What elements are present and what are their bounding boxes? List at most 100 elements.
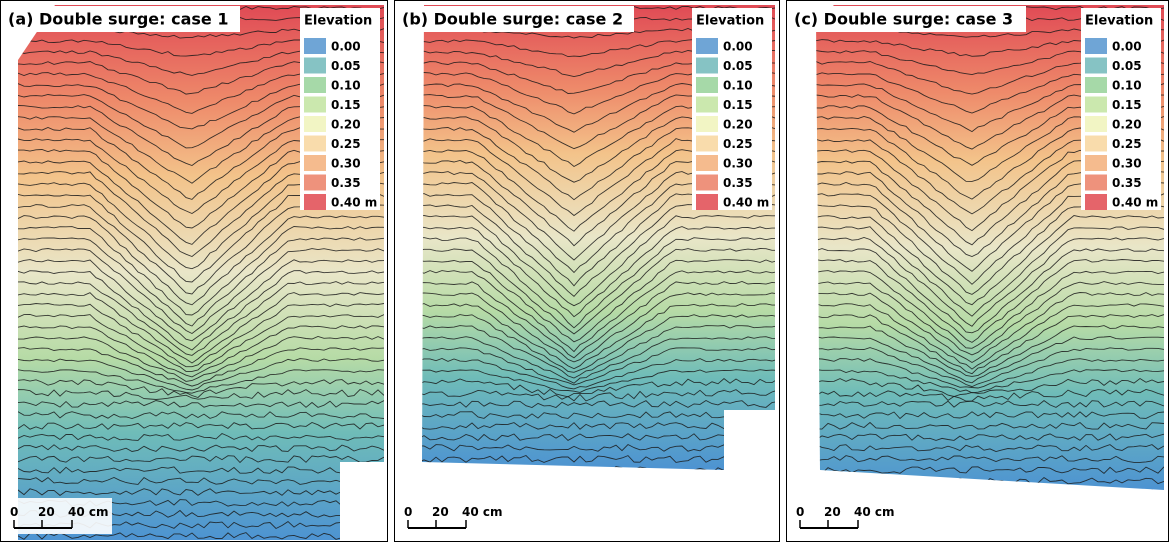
legend-swatch: [304, 77, 326, 93]
legend-swatch: [1085, 135, 1107, 152]
legend-swatch: [1085, 155, 1107, 171]
contour-line: [816, 466, 1164, 475]
scale-label: 20: [38, 505, 55, 519]
legend-label: 0.25: [1112, 137, 1142, 151]
legend-title: Elevation: [304, 14, 372, 29]
map-panel: (c) Double surge: case 3 Elevation 0.00 0.0…: [786, 0, 1169, 542]
contour-line: [422, 226, 775, 318]
contour-line: [18, 488, 384, 496]
legend-swatch: [1085, 194, 1107, 210]
legend-swatch: [1085, 38, 1107, 54]
contour-line: [422, 259, 775, 343]
contour-line: [422, 270, 775, 353]
contour-line: [422, 336, 775, 384]
legend-swatch: [696, 77, 718, 93]
legend-label: 0.15: [331, 98, 361, 112]
legend-label: 0.25: [723, 137, 753, 151]
legend-swatch: [696, 116, 718, 132]
contour-line: [816, 248, 1164, 334]
contour-line: [18, 226, 384, 316]
legend-swatch: [696, 194, 718, 210]
contour-line: [422, 292, 775, 363]
legend-label: 0.35: [1112, 176, 1142, 190]
scale-label: 0: [404, 505, 412, 519]
legend-swatch: [696, 57, 718, 74]
legend-label: 0.10: [331, 79, 361, 93]
legend-swatch: [304, 194, 326, 210]
contour-line: [18, 215, 384, 306]
contour-line: [816, 336, 1164, 384]
legend-swatch: [304, 155, 326, 171]
title-bg: [790, 6, 1026, 32]
legend-swatch: [696, 96, 718, 113]
contour-line: [816, 347, 1164, 388]
legend-swatch: [304, 135, 326, 152]
scale-label: 40 cm: [68, 505, 109, 519]
legend-swatch: [1085, 57, 1107, 74]
legend-swatch: [304, 38, 326, 54]
legend-swatch: [304, 96, 326, 113]
legend-label: 0.00: [723, 40, 753, 54]
legend-label: 0.20: [1112, 118, 1142, 132]
contour-line: [816, 259, 1164, 343]
legend-swatch: [696, 174, 718, 191]
legend-label: 0.20: [723, 118, 753, 132]
contour-line: [816, 292, 1164, 364]
contour-line: [816, 433, 1164, 441]
contour-line: [18, 237, 384, 327]
contour-line: [816, 444, 1164, 452]
contour-line: [18, 455, 384, 464]
contour-line: [816, 270, 1164, 349]
panel-title: (b) Double surge: case 2: [402, 10, 623, 29]
contour-line: [816, 237, 1164, 327]
contour-line: [18, 347, 384, 387]
legend-swatch: [1085, 77, 1107, 93]
legend-swatch: [304, 57, 326, 74]
legend-label: 0.30: [331, 157, 361, 171]
scale-label: 20: [824, 505, 841, 519]
panel-title: (a) Double surge: case 1: [8, 10, 228, 29]
contour-line: [422, 369, 775, 393]
contour-line: [18, 358, 384, 391]
legend-label: 0.35: [331, 176, 361, 190]
title-bg: [4, 6, 240, 32]
legend-swatch: [1085, 96, 1107, 113]
legend-label: 0.10: [723, 79, 753, 93]
legend-title: Elevation: [1085, 14, 1153, 29]
legend-label: 0.15: [1112, 98, 1142, 112]
contour-line: [816, 400, 1164, 408]
contour-line: [816, 226, 1164, 317]
contour-line: [18, 314, 384, 372]
contour-line: [18, 379, 384, 399]
contour-line: [422, 454, 775, 463]
scale-label: 40 cm: [854, 505, 895, 519]
scale-label: 20: [432, 505, 449, 519]
legend-label: 0.25: [331, 137, 361, 151]
contour-line: [422, 347, 775, 386]
legend-label: 0.10: [1112, 79, 1142, 93]
elevation-surface: [816, 5, 1164, 490]
elevation-surface: [18, 5, 384, 540]
contour-line: [18, 400, 384, 408]
contour-line: [18, 369, 384, 394]
contour-line: [18, 388, 384, 400]
contour-line: [18, 532, 384, 540]
legend-label: 0.05: [723, 59, 753, 73]
contour-line: [18, 292, 384, 364]
scale-label: 0: [796, 505, 804, 519]
contour-line: [422, 358, 775, 390]
contour-line: [18, 281, 384, 356]
legend-label: 0.40 m: [331, 196, 377, 210]
legend-label: 0.40 m: [1112, 196, 1158, 210]
legend-title: Elevation: [696, 14, 764, 29]
contour-line: [816, 389, 1164, 402]
contour-line: [422, 411, 775, 419]
legend-swatch: [1085, 116, 1107, 132]
contour-line: [816, 325, 1164, 377]
legend-swatch: [1085, 174, 1107, 191]
legend-swatch: [696, 155, 718, 171]
scale-label: 40 cm: [462, 505, 503, 519]
contour-line: [394, 478, 778, 485]
contour-line: [816, 455, 1164, 463]
